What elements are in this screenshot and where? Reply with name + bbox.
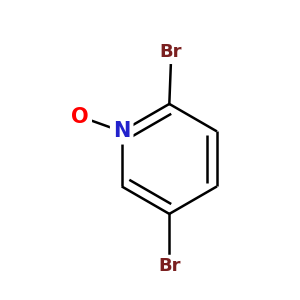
Text: Br: Br	[158, 257, 181, 275]
Text: O: O	[71, 106, 89, 127]
Text: Br: Br	[160, 43, 182, 61]
Text: N: N	[113, 122, 130, 141]
